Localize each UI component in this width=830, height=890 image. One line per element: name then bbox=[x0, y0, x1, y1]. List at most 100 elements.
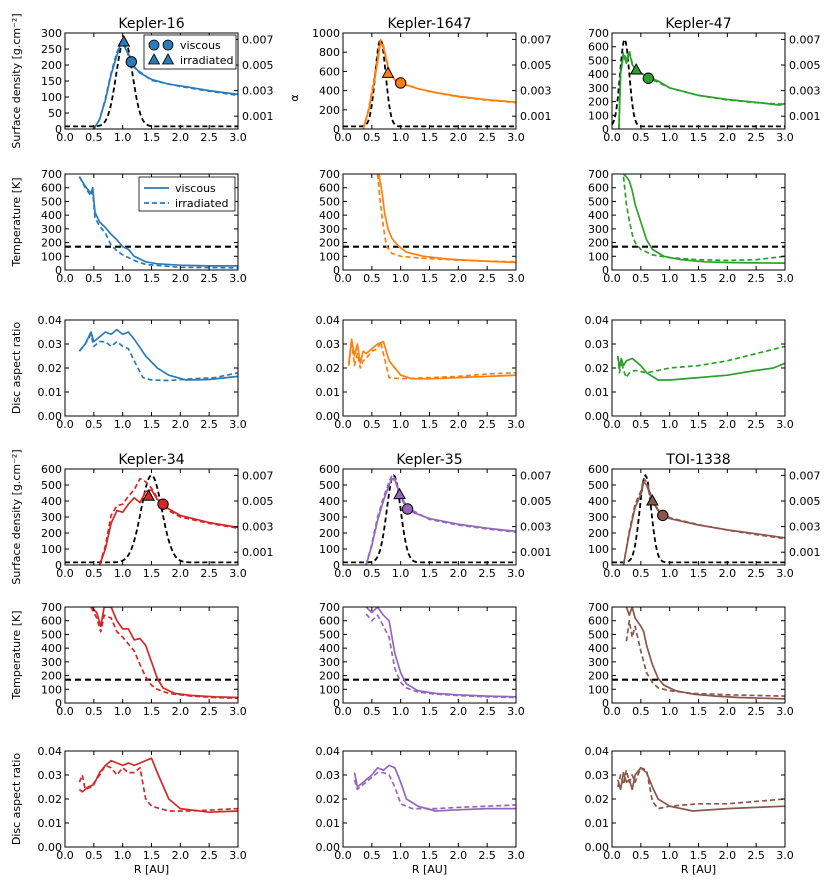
viscous-line bbox=[625, 607, 785, 700]
x-tick-label: 2.5 bbox=[747, 272, 765, 285]
x-tick-label: 0.5 bbox=[85, 705, 103, 718]
y-tick-label: 50 bbox=[48, 107, 62, 120]
y-tick-label: 400 bbox=[319, 495, 340, 508]
x-tick-label: 1.0 bbox=[114, 849, 132, 862]
x-tick-label: 1.0 bbox=[114, 705, 132, 718]
y-tick-label: 300 bbox=[41, 223, 62, 236]
y-tick-label: 0.04 bbox=[585, 314, 610, 327]
y-tick-label: 0 bbox=[333, 264, 340, 277]
viscous-line bbox=[365, 477, 516, 565]
x-tick-label: 1.0 bbox=[114, 272, 132, 285]
y-tick-label: 400 bbox=[588, 495, 609, 508]
x-tick-label: 0.0 bbox=[334, 705, 352, 718]
y-tick-label: 700 bbox=[588, 27, 609, 40]
y-tick-label: 150 bbox=[41, 75, 62, 88]
y-tick-label: 100 bbox=[319, 250, 340, 263]
x-tick-label: 0.0 bbox=[56, 705, 74, 718]
axes-frame bbox=[64, 468, 239, 566]
irradiated-line bbox=[622, 176, 785, 262]
axes-frame bbox=[611, 173, 786, 271]
y-tick-label: 200 bbox=[588, 670, 609, 683]
y-tick-label: 100 bbox=[41, 683, 62, 696]
y-tick-label: 0 bbox=[55, 264, 62, 277]
y-tick-label: 700 bbox=[588, 601, 609, 614]
y-tick-label: 0.02 bbox=[585, 793, 610, 806]
y-tick-label: 500 bbox=[588, 195, 609, 208]
x-tick-label: 1.0 bbox=[392, 272, 410, 285]
y-tick-label: 0.02 bbox=[316, 793, 341, 806]
axes-frame bbox=[342, 173, 517, 271]
x-tick-label: 3.0 bbox=[507, 567, 525, 580]
y-tick-label: 0.03 bbox=[316, 769, 341, 782]
x-tick-label: 2.5 bbox=[747, 849, 765, 862]
y-tick-label: 300 bbox=[588, 511, 609, 524]
x-tick-label: 0.0 bbox=[56, 418, 74, 431]
y-tick-label: 400 bbox=[41, 642, 62, 655]
plot-area bbox=[343, 474, 516, 565]
y-tick-label: 400 bbox=[41, 209, 62, 222]
y-tick-label: 500 bbox=[41, 628, 62, 641]
y-tick-label: 0.01 bbox=[585, 817, 610, 830]
y-tick-label: 0 bbox=[55, 559, 62, 572]
x-tick-label: 2.5 bbox=[200, 705, 218, 718]
x-tick-label: 0.5 bbox=[85, 272, 103, 285]
irradiated-line bbox=[616, 345, 785, 379]
y-tick-label: 200 bbox=[588, 527, 609, 540]
y-tick-label: 500 bbox=[41, 195, 62, 208]
plot-area bbox=[612, 607, 785, 700]
y-tick-label: 200 bbox=[41, 527, 62, 540]
legend-triangle bbox=[147, 53, 161, 65]
x-tick-label: 2.0 bbox=[450, 131, 468, 144]
alpha-tick-label: 0.007 bbox=[242, 469, 274, 482]
y-tick-label: 100 bbox=[588, 109, 609, 122]
panel-temperature-kepler-35: 0.0 0.5 1.0 1.5 2.0 2.5 3.0 0100200300400500600… bbox=[319, 601, 525, 718]
x-tick-label: 0.0 bbox=[334, 272, 352, 285]
panel-surface-kepler-35: 0.0 0.5 1.0 1.5 2.0 2.5 3.0 0 100 200 300 400 500 600… bbox=[319, 452, 552, 580]
y-tick-label: 600 bbox=[588, 41, 609, 54]
plot-area bbox=[65, 176, 238, 269]
y-tick-label: 400 bbox=[319, 642, 340, 655]
axes-frame bbox=[611, 468, 786, 566]
x-tick-label: 1.0 bbox=[392, 849, 410, 862]
x-tick-label: 3.0 bbox=[776, 849, 794, 862]
x-tick-label: 0.5 bbox=[632, 849, 650, 862]
x-tick-label: 0.0 bbox=[603, 418, 621, 431]
y-tick-label: 400 bbox=[319, 209, 340, 222]
y-tick-label: 400 bbox=[588, 209, 609, 222]
y-tick-label: 0.03 bbox=[585, 769, 610, 782]
x-tick-label: 2.5 bbox=[478, 131, 496, 144]
panel-aspect-kepler-35: 0.0 0.5 1.0 1.5 2.0 2.5 3.0 0.00 0.01 0.02 0.03 0.0… bbox=[316, 745, 525, 876]
alpha-tick-label: 0.007 bbox=[520, 469, 552, 482]
x-tick-label: 3.0 bbox=[229, 418, 247, 431]
x-tick-label: 2.5 bbox=[200, 418, 218, 431]
axes-frame bbox=[342, 606, 517, 704]
y-tick-label: 700 bbox=[319, 168, 340, 181]
y-tick-label: 200 bbox=[41, 237, 62, 250]
x-tick-label: 2.0 bbox=[172, 567, 190, 580]
x-tick-label: 1.5 bbox=[421, 567, 439, 580]
irradiated-line bbox=[618, 49, 785, 129]
x-tick-label: 1.5 bbox=[143, 131, 161, 144]
y-tick-label: 500 bbox=[319, 479, 340, 492]
legend-label-viscous: viscous bbox=[180, 39, 221, 52]
viscous-line bbox=[622, 174, 785, 264]
x-tick-label: 2.5 bbox=[478, 849, 496, 862]
y-tick-label: 100 bbox=[41, 250, 62, 263]
x-tick-label: 1.5 bbox=[690, 272, 708, 285]
legend-label-irradiated: irradiated bbox=[180, 54, 234, 67]
y-axis-label: Disc aspect ratio bbox=[10, 753, 23, 846]
x-tick-label: 1.0 bbox=[114, 567, 132, 580]
y-tick-label: 0.04 bbox=[316, 745, 341, 758]
y-tick-label: 0.03 bbox=[38, 338, 63, 351]
irradiated-marker bbox=[117, 34, 131, 47]
y-tick-label: 0 bbox=[333, 559, 340, 572]
x-tick-label: 3.0 bbox=[229, 849, 247, 862]
x-tick-label: 0.0 bbox=[56, 272, 74, 285]
panel-surface-kepler-47: 0.0 0.5 1.0 1.5 2.0 2.5 3.0 0100200300400500600… bbox=[588, 16, 821, 144]
x-tick-label: 0.0 bbox=[603, 272, 621, 285]
alpha-tick-label: 0.003 bbox=[789, 521, 821, 534]
panel-surface-toi-1338: 0.0 0.5 1.0 1.5 2.0 2.5 3.0 0 100 200 300 400 500 600… bbox=[588, 452, 821, 580]
x-tick-label: 0.0 bbox=[56, 849, 74, 862]
y-tick-label: 0 bbox=[55, 123, 62, 136]
axes-frame bbox=[342, 750, 517, 848]
